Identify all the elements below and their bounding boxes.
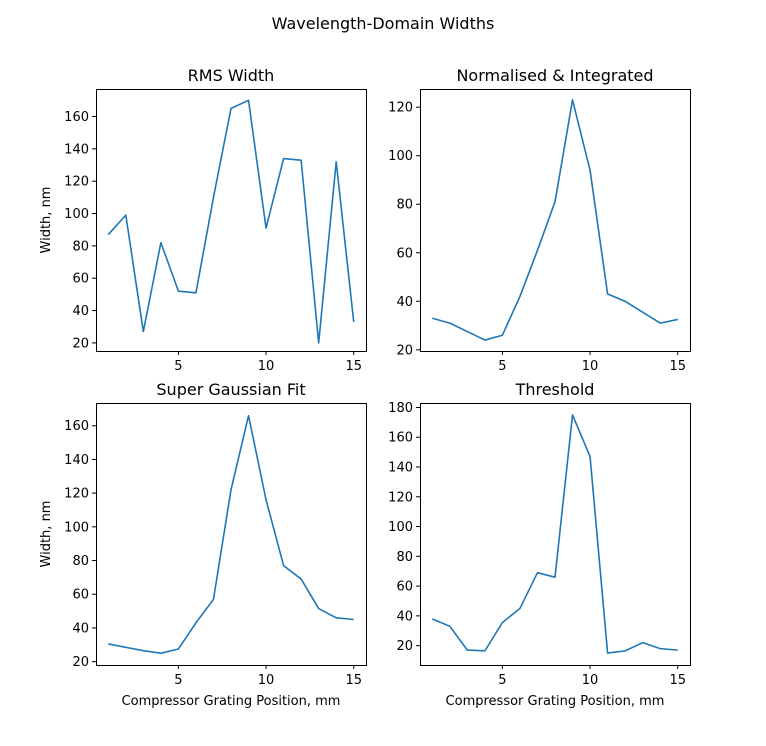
y-tick-label: 180 xyxy=(388,401,413,416)
subplot-2: Normalised & Integrated 5 10 15 20 40 60 80 100 1… xyxy=(388,66,691,374)
y-axis-label: Width, nm xyxy=(39,501,54,568)
x-tick-label: 15 xyxy=(345,359,362,374)
y-tick-label: 140 xyxy=(388,461,413,476)
x-tick-label: 5 xyxy=(498,359,506,374)
y-tick-label: 120 xyxy=(388,101,413,116)
x-tick-label: 5 xyxy=(498,673,506,688)
axes-frame xyxy=(420,403,691,666)
y-tick-label: 80 xyxy=(72,239,89,254)
y-tick-label: 120 xyxy=(64,175,89,190)
y-tick-label: 160 xyxy=(64,419,89,434)
y-tick-label: 160 xyxy=(64,110,89,125)
y-tick-label: 140 xyxy=(64,453,89,468)
subplots: RMS Width 5 10 15 20 40 60 80 100 120 140 160 Width,… xyxy=(39,66,691,709)
y-tick-label: 100 xyxy=(388,149,413,164)
y-axis-label: Width, nm xyxy=(39,187,54,254)
x-tick-label: 15 xyxy=(345,673,362,688)
y-tick-label: 40 xyxy=(396,295,413,310)
y-tick-label: 20 xyxy=(72,655,89,670)
x-tick-label: 10 xyxy=(582,673,599,688)
y-tick-label: 80 xyxy=(396,550,413,565)
y-tick-label: 60 xyxy=(72,588,89,603)
x-tick-label: 5 xyxy=(174,673,182,688)
series-line xyxy=(108,414,354,655)
x-axis-label: Compressor Grating Position, mm xyxy=(446,694,665,709)
y-tick-label: 40 xyxy=(72,304,89,319)
subplot-title: Super Gaussian Fit xyxy=(156,380,305,399)
y-tick-label: 160 xyxy=(388,431,413,446)
y-tick-label: 100 xyxy=(64,520,89,535)
subplot-title: RMS Width xyxy=(188,66,275,85)
y-tick-label: 20 xyxy=(396,343,413,358)
figure-title: Wavelength-Domain Widths xyxy=(272,14,495,33)
axes-frame xyxy=(96,403,367,666)
y-tick-label: 60 xyxy=(72,272,89,287)
series-line xyxy=(432,99,678,341)
subplot-title: Normalised & Integrated xyxy=(456,66,653,85)
x-tick-label: 10 xyxy=(258,359,275,374)
axes-frame xyxy=(96,89,367,352)
y-tick-label: 120 xyxy=(388,490,413,505)
x-tick-label: 10 xyxy=(582,359,599,374)
subplot-3: Super Gaussian Fit 5 10 15 20 40 60 80 100 120 140… xyxy=(39,380,367,709)
y-tick-label: 80 xyxy=(396,198,413,213)
x-tick-label: 15 xyxy=(669,673,686,688)
y-tick-label: 60 xyxy=(396,580,413,595)
subplot-title: Threshold xyxy=(515,380,595,399)
y-tick-label: 80 xyxy=(72,554,89,569)
y-tick-label: 100 xyxy=(64,207,89,222)
subplot-1: RMS Width 5 10 15 20 40 60 80 100 120 140 160 Width,… xyxy=(39,66,367,374)
y-tick-label: 60 xyxy=(396,246,413,261)
x-tick-label: 15 xyxy=(669,359,686,374)
series-line xyxy=(431,414,678,654)
y-tick-label: 140 xyxy=(64,142,89,157)
subplot-4: Threshold 5 10 15 20 40 60 80 100 120 140 160 180 Com… xyxy=(388,380,691,709)
y-tick-label: 20 xyxy=(72,336,89,351)
y-tick-label: 20 xyxy=(396,639,413,654)
axes-frame xyxy=(420,89,691,352)
y-tick-label: 40 xyxy=(72,621,89,636)
series-line xyxy=(107,99,355,344)
x-tick-label: 5 xyxy=(174,359,182,374)
y-tick-label: 100 xyxy=(388,520,413,535)
y-tick-label: 40 xyxy=(396,609,413,624)
x-tick-label: 10 xyxy=(258,673,275,688)
x-axis-label: Compressor Grating Position, mm xyxy=(122,694,341,709)
y-tick-label: 120 xyxy=(64,487,89,502)
